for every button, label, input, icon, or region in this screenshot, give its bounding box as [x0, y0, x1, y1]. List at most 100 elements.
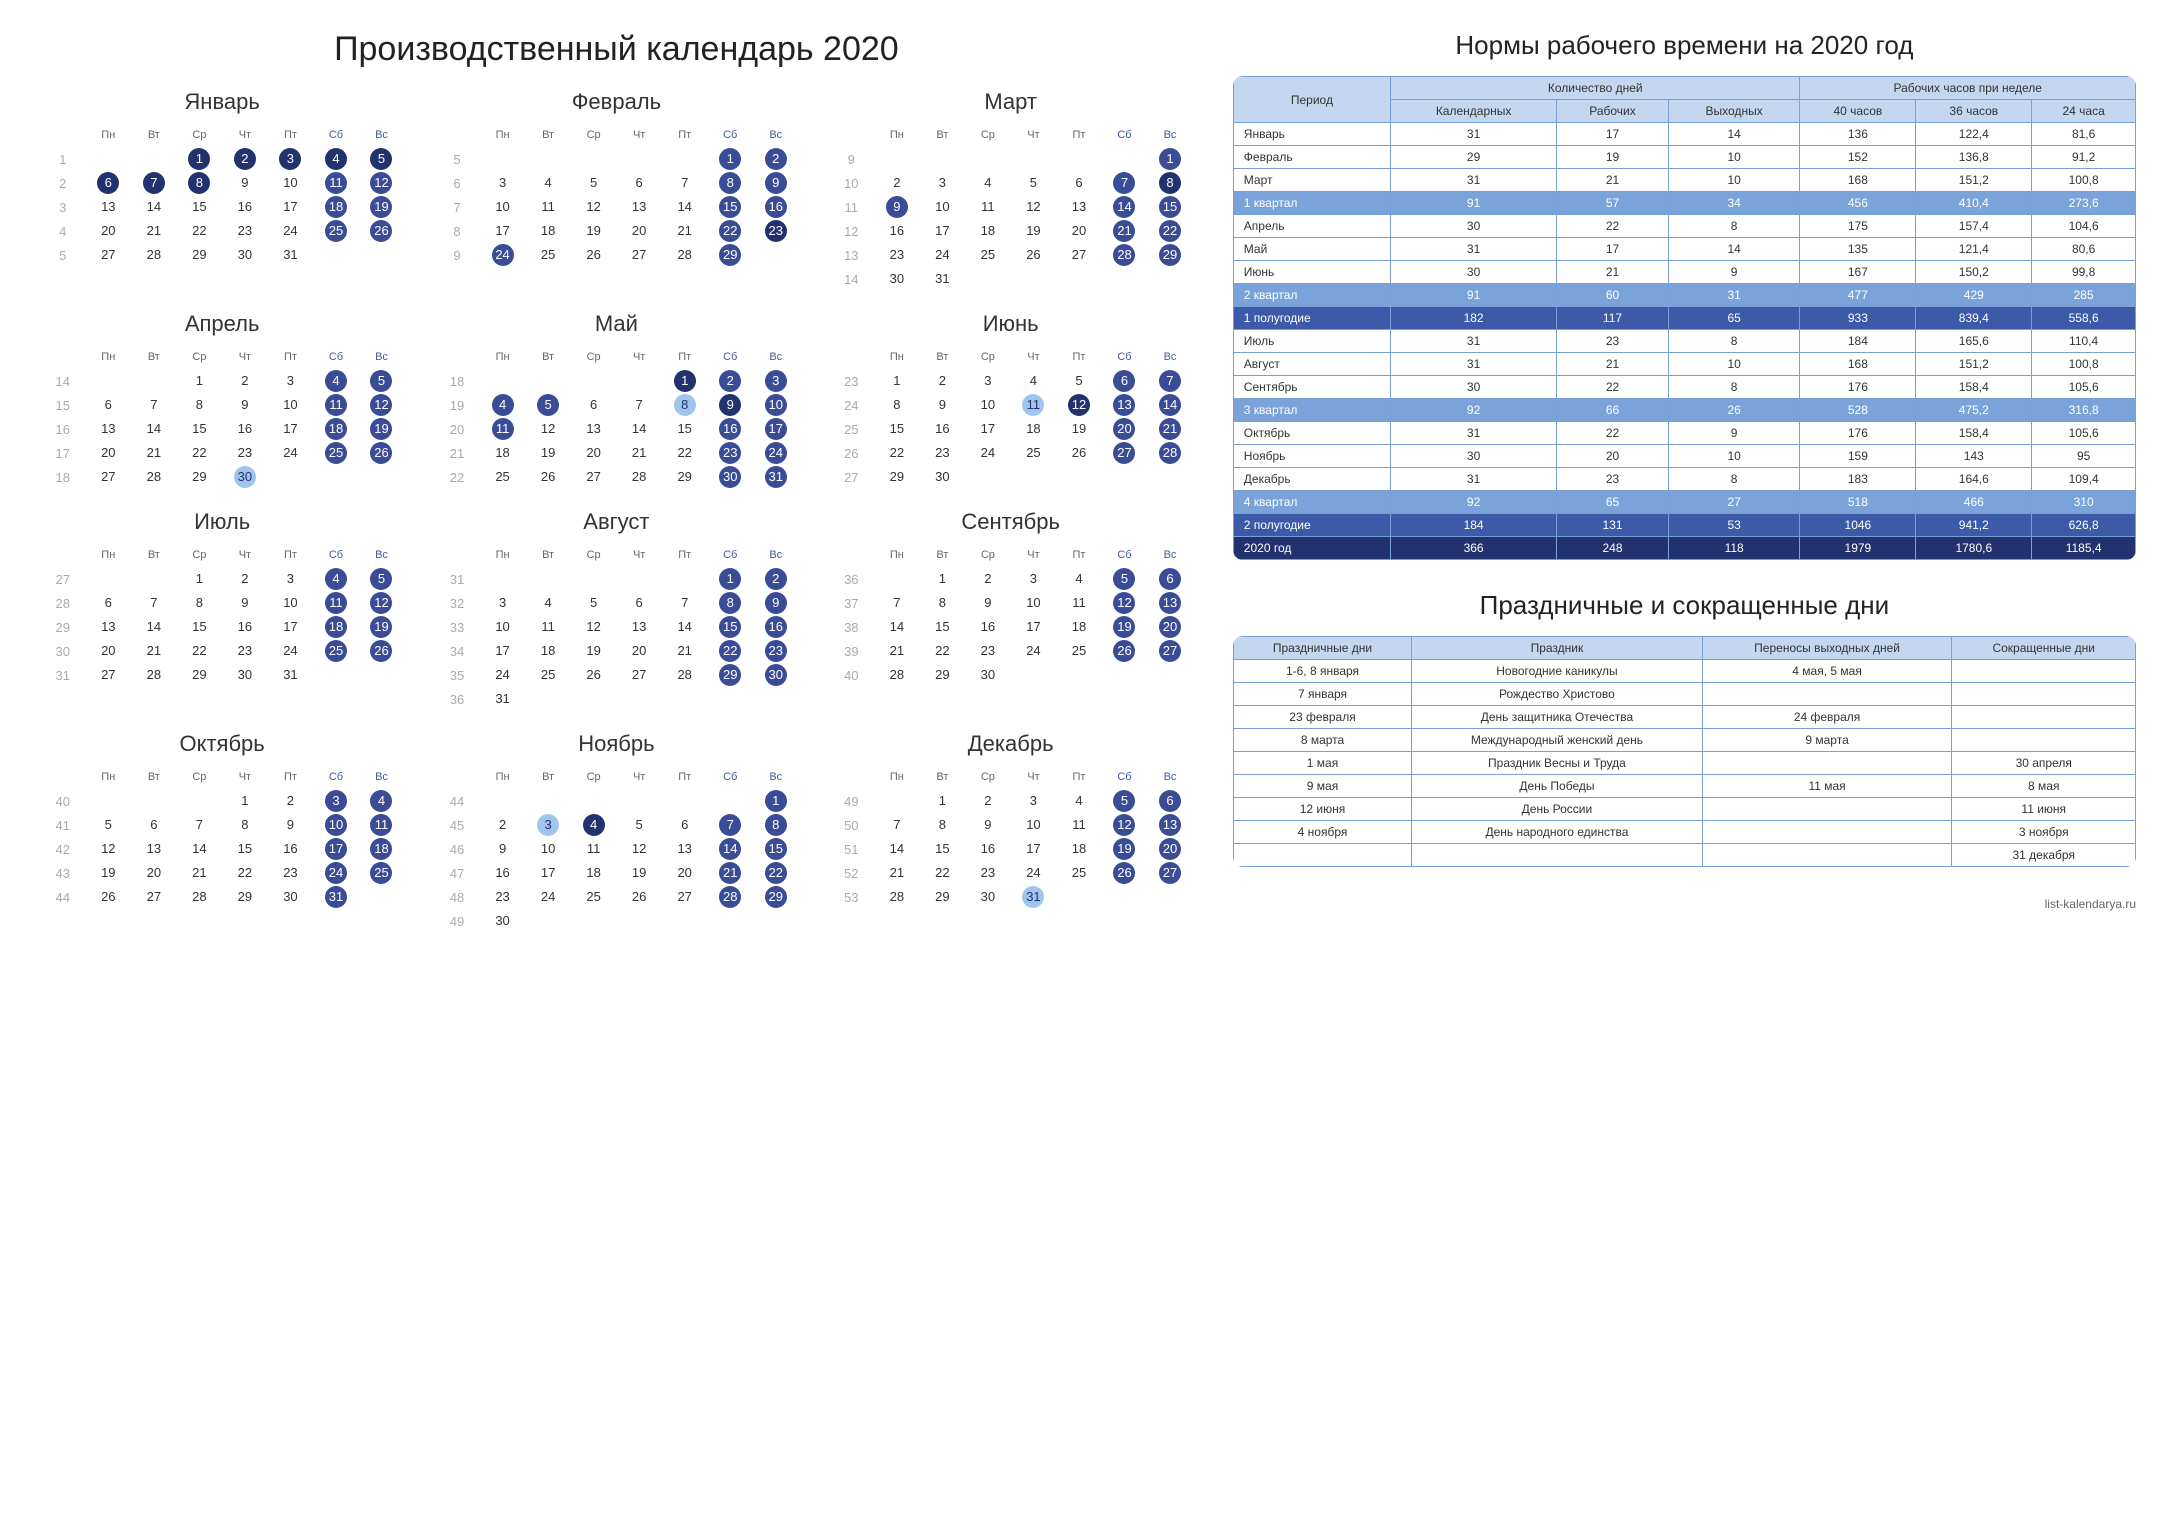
day-cell: 24 [279, 442, 301, 464]
day-cell: 27 [97, 244, 119, 266]
day-cell: 28 [1113, 244, 1135, 266]
day-cell: 15 [719, 196, 741, 218]
day-cell: 21 [143, 442, 165, 464]
day-cell: 31 [492, 688, 514, 710]
month-table: ПнВтСрЧтПтСбВс27123452867891011122913141… [40, 543, 404, 687]
day-cell: 16 [977, 838, 999, 860]
day-cell: 30 [765, 664, 787, 686]
month-name: Октябрь [40, 731, 404, 757]
day-cell: 5 [1068, 370, 1090, 392]
day-cell: 8 [886, 394, 908, 416]
day-cell: 30 [234, 466, 256, 488]
day-cell: 23 [492, 886, 514, 908]
norms-row: Ноябрь30201015914395 [1233, 445, 2135, 468]
day-cell: 20 [674, 862, 696, 884]
month-block: ДекабрьПнВтСрЧтПтСбВс4912345650789101112… [829, 731, 1193, 933]
day-cell: 29 [1159, 244, 1181, 266]
day-cell: 11 [537, 616, 559, 638]
day-cell: 25 [325, 640, 347, 662]
day-cell: 25 [583, 886, 605, 908]
day-cell: 22 [765, 862, 787, 884]
holidays-title: Праздничные и сокращенные дни [1233, 590, 2136, 621]
month-name: Апрель [40, 311, 404, 337]
day-cell: 12 [97, 838, 119, 860]
norms-table: ПериодКоличество днейРабочих часов при н… [1233, 76, 2136, 560]
day-cell: 14 [628, 418, 650, 440]
day-cell: 10 [765, 394, 787, 416]
day-cell: 26 [97, 886, 119, 908]
holiday-row: 1 маяПраздник Весны и Труда30 апреля [1233, 752, 2135, 775]
day-cell: 10 [1022, 592, 1044, 614]
day-cell: 25 [1068, 862, 1090, 884]
day-cell: 28 [886, 886, 908, 908]
month-block: ФевральПнВтСрЧтПтСбВс5126345678971011121… [434, 89, 798, 291]
day-cell: 1 [188, 370, 210, 392]
day-cell: 1 [188, 568, 210, 590]
day-cell: 14 [674, 616, 696, 638]
day-cell: 9 [977, 814, 999, 836]
norms-row: Июль31238184165,6110,4 [1233, 330, 2135, 353]
day-cell: 15 [886, 418, 908, 440]
day-cell: 15 [719, 616, 741, 638]
day-cell: 15 [1159, 196, 1181, 218]
day-cell: 14 [143, 616, 165, 638]
day-cell: 23 [279, 862, 301, 884]
day-cell: 8 [719, 592, 741, 614]
day-cell: 31 [325, 886, 347, 908]
day-cell: 14 [886, 616, 908, 638]
day-cell: 2 [492, 814, 514, 836]
day-cell: 5 [1113, 790, 1135, 812]
month-name: Январь [40, 89, 404, 115]
day-cell: 13 [628, 616, 650, 638]
day-cell: 2 [765, 568, 787, 590]
day-cell: 21 [143, 220, 165, 242]
day-cell: 23 [765, 640, 787, 662]
month-name: Август [434, 509, 798, 535]
day-cell: 29 [765, 886, 787, 908]
day-cell: 23 [234, 442, 256, 464]
day-cell: 9 [931, 394, 953, 416]
day-cell: 17 [765, 418, 787, 440]
day-cell: 24 [765, 442, 787, 464]
day-cell: 23 [931, 442, 953, 464]
day-cell: 4 [325, 370, 347, 392]
day-cell: 1 [234, 790, 256, 812]
day-cell: 27 [143, 886, 165, 908]
day-cell: 26 [1113, 862, 1135, 884]
day-cell: 12 [1113, 592, 1135, 614]
day-cell: 11 [1068, 592, 1090, 614]
day-cell: 4 [977, 172, 999, 194]
day-cell: 8 [188, 172, 210, 194]
day-cell: 4 [583, 814, 605, 836]
day-cell: 22 [931, 640, 953, 662]
day-cell: 16 [931, 418, 953, 440]
day-cell: 22 [719, 640, 741, 662]
day-cell: 24 [492, 664, 514, 686]
month-name: Сентябрь [829, 509, 1193, 535]
day-cell: 3 [931, 172, 953, 194]
month-table: ПнВтСрЧтПтСбВс40123441567891011421213141… [40, 765, 404, 909]
day-cell: 2 [977, 790, 999, 812]
day-cell: 11 [1068, 814, 1090, 836]
day-cell: 19 [1022, 220, 1044, 242]
day-cell: 15 [931, 838, 953, 860]
day-cell: 26 [1113, 640, 1135, 662]
day-cell: 20 [97, 220, 119, 242]
day-cell: 26 [370, 220, 392, 242]
day-cell: 9 [719, 394, 741, 416]
day-cell: 18 [325, 616, 347, 638]
day-cell: 24 [325, 862, 347, 884]
month-name: Июнь [829, 311, 1193, 337]
norms-row: Декабрь31238183164,6109,4 [1233, 468, 2135, 491]
day-cell: 21 [719, 862, 741, 884]
day-cell: 30 [234, 244, 256, 266]
day-cell: 31 [765, 466, 787, 488]
day-cell: 4 [325, 148, 347, 170]
day-cell: 7 [188, 814, 210, 836]
holiday-row: 4 ноябряДень народного единства3 ноября [1233, 821, 2135, 844]
day-cell: 22 [234, 862, 256, 884]
day-cell: 5 [370, 370, 392, 392]
day-cell: 24 [1022, 640, 1044, 662]
day-cell: 17 [931, 220, 953, 242]
holiday-row: 1-6, 8 январяНовогодние каникулы4 мая, 5… [1233, 660, 2135, 683]
